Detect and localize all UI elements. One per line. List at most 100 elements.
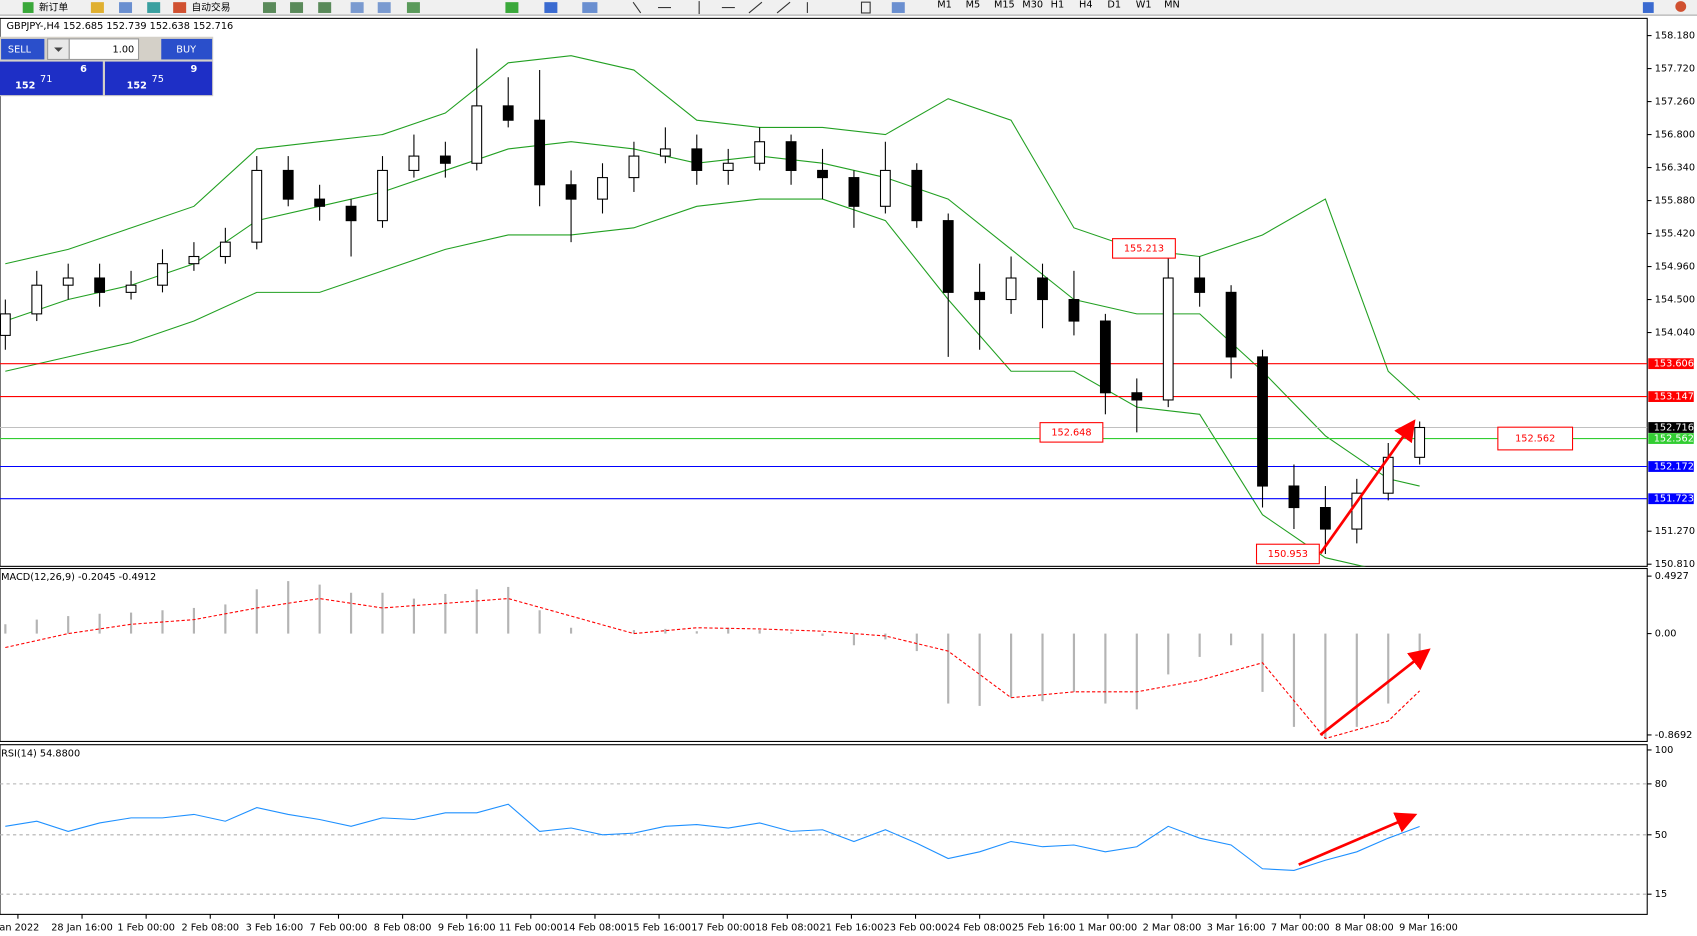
toolbar-icon[interactable] [90,2,104,13]
cursor-tool[interactable] [632,1,642,14]
new-order-button[interactable]: 新订单 [39,1,68,14]
toolbar-icon[interactable] [147,2,161,13]
lot-input[interactable] [68,38,140,60]
lot-value[interactable]: 1.00 [113,45,135,56]
candle-body [1037,277,1048,301]
bollinger-lower [5,198,1366,567]
zoom-in[interactable] [350,2,364,13]
pane-overlay: 100 80 50 15 RSI(14) 54.8800 Jan 2022 28 Jan 1… [0,745,1673,933]
auto-trading-button[interactable]: 自动交易 [192,1,231,14]
auto-trading-icon[interactable] [173,2,187,13]
sell-quote-pip: 6 [80,64,87,75]
account-icon[interactable] [1675,1,1687,12]
rsi-line [5,803,1420,871]
y-tick-label: 157.720 [1655,64,1695,75]
price-annotation-box [1112,238,1176,259]
macd-bar [1198,633,1201,657]
macd-bar [1104,633,1107,704]
x-tick-label: 28 Jan 16:00 [51,922,113,933]
x-tick-label: 1 Mar 00:00 [1079,922,1138,933]
channel-tool[interactable] [776,1,791,14]
macd-bar [1418,633,1421,658]
price-level-tag [1648,461,1694,472]
candle-body [62,277,74,286]
timeframe-button[interactable]: H4 [1079,0,1093,10]
search-icon[interactable] [1642,2,1654,13]
sell-button[interactable] [1,38,45,60]
periods[interactable] [544,2,558,13]
y-tick-label: 154.500 [1655,295,1695,306]
candle-body [785,141,797,171]
trendline-tool[interactable] [748,1,763,14]
macd-bar [978,633,981,706]
timeframe-button[interactable]: M30 [1022,0,1043,10]
x-tick-label: Jan 2022 [0,922,39,933]
timeframe-button[interactable]: H1 [1051,0,1065,10]
price-pane [0,17,1648,567]
y-tick-label: 151.270 [1655,526,1695,537]
macd-bar [67,616,70,634]
macd-bar [1355,633,1358,727]
timeframe-button[interactable]: W1 [1136,0,1152,10]
macd-signal [5,598,1420,740]
toolbar-icon[interactable] [290,2,304,13]
macd-bar [695,631,698,634]
candle-body [1162,277,1174,401]
price-level-label: 153.147 [1654,392,1694,403]
timeframe-button[interactable]: MN [1164,0,1180,10]
new-order-icon[interactable] [22,2,34,13]
candle-body [942,220,954,293]
macd-bar [4,624,7,634]
candle-body [848,177,860,207]
templates[interactable] [582,2,598,13]
toolbar-icon[interactable] [262,2,276,13]
x-tick-label: 14 Feb 08:00 [563,922,627,933]
indicators[interactable] [505,2,519,13]
buy-quote-pip: 9 [190,64,197,75]
x-tick-label: 17 Feb 00:00 [691,922,755,933]
candle-body [377,169,388,222]
macd-bar [192,607,196,634]
buy-label[interactable]: BUY [176,45,196,56]
macd-bar [1230,633,1233,646]
x-tick-label: 23 Feb 00:00 [884,922,948,933]
x-tick-label: 9 Feb 16:00 [438,922,496,933]
timeframe-button[interactable]: M5 [966,0,981,10]
last-price-tag [1648,422,1694,433]
macd-bar [444,593,447,634]
timeframe-button[interactable]: D1 [1107,0,1121,10]
dropdown-arrow [54,47,63,52]
timeframe-button[interactable]: M1 [937,0,952,10]
sell-quote[interactable] [0,61,103,96]
candle-body [314,198,326,207]
x-tick-label: 18 Feb 08:00 [755,922,819,933]
zoom-out[interactable] [377,2,391,13]
candle-body [1194,277,1206,293]
toolbar-icon[interactable] [318,2,332,13]
candle-body [439,155,451,164]
timeframe-button[interactable]: M15 [994,0,1015,10]
macd-bar [224,604,227,634]
macd-bar [1135,633,1138,710]
buy-button[interactable] [161,38,213,60]
candle-body [597,177,608,200]
label-tool[interactable] [860,1,871,14]
buy-quote[interactable] [104,61,213,96]
tile-windows[interactable] [406,2,420,13]
price-level-label: 152.172 [1654,462,1694,473]
macd-bar [632,630,636,634]
x-tick-label: 7 Mar 00:00 [1271,922,1330,933]
macd-bar [287,581,290,634]
x-tick-label: 8 Feb 08:00 [374,922,432,933]
y-tick-label: 100 [1655,745,1674,756]
candle-body [157,263,168,286]
macd-bar [255,589,258,634]
toolbar-icon[interactable] [119,2,133,13]
sell-label[interactable]: SELL [8,45,32,56]
arrows-tool[interactable] [891,2,905,13]
pane-overlay: 158.180 157.720 157.260 156.800 156.340 155.8… [1039,31,1695,570]
macd-bar [1324,633,1327,739]
macd-bar [318,584,321,634]
y-tick-label: 0.00 [1655,629,1677,640]
price-annotation: 155.213 [1124,243,1164,254]
